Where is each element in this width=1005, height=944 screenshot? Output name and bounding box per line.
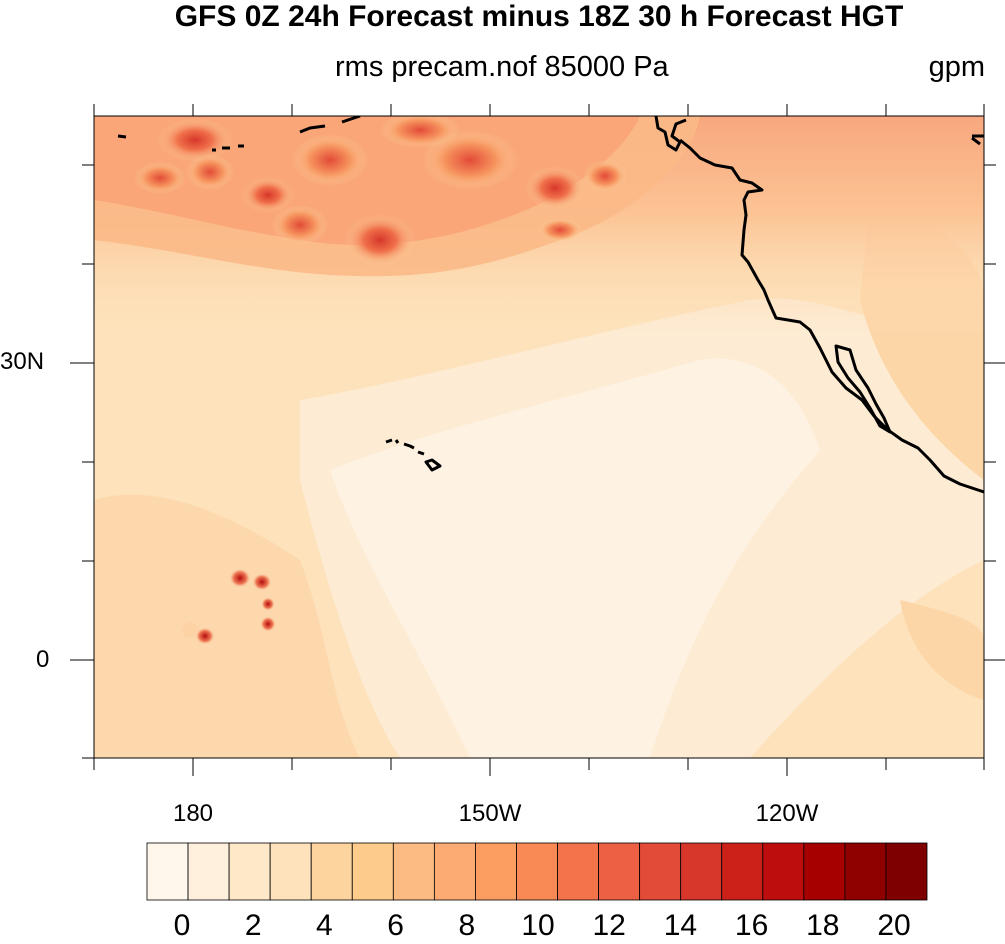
map-subtitle: rms precam.nof 85000 Pa [335, 51, 669, 83]
colorbar-swatch [146, 842, 189, 901]
colorbar-swatch [351, 842, 394, 901]
units-label: gpm [928, 51, 985, 83]
colorbar-tick-label: 14 [663, 909, 698, 942]
colorbar-tick-label: 20 [877, 909, 911, 942]
colorbar-swatch [187, 842, 230, 901]
contour-field [94, 116, 984, 758]
colorbar-swatch [433, 842, 476, 901]
colorbar-swatch [639, 842, 682, 901]
colorbar-swatch [516, 842, 558, 901]
axis-ticks [70, 104, 1005, 776]
colorbar-swatch [885, 842, 928, 901]
colorbar-tick-label: 6 [387, 909, 404, 942]
colorbar-tick-label: 16 [734, 909, 769, 942]
lon-label-150w: 150W [458, 800, 522, 827]
colorbar-swatch [762, 842, 805, 901]
colorbar-swatch [844, 842, 887, 901]
colorbar-tick-label: 8 [458, 909, 476, 942]
colorbar-swatch [310, 842, 353, 901]
map-title: GFS 0Z 24h Forecast minus 18Z 30 h Forec… [174, 0, 904, 33]
colorbar [146, 842, 928, 901]
lat-label-0: 0 [36, 646, 50, 673]
colorbar-swatch [392, 842, 435, 901]
plot-frame [93, 115, 985, 759]
colorbar-swatch [228, 842, 271, 901]
lon-label-180: 180 [172, 800, 214, 827]
colorbar-swatch [269, 842, 312, 901]
colorbar-tick-label: 4 [316, 909, 333, 942]
colorbar-tick-label: 12 [592, 909, 626, 942]
colorbar-swatch [475, 842, 517, 901]
colorbar-swatch [680, 842, 723, 901]
colorbar-swatch [721, 842, 764, 901]
colorbar-swatch [557, 842, 599, 901]
colorbar-swatch [598, 842, 641, 901]
colorbar-tick-label: 0 [173, 909, 191, 942]
colorbar-tick-label: 18 [806, 909, 840, 942]
lat-label-30n: 30N [0, 348, 45, 375]
colorbar-swatch [803, 842, 846, 901]
colorbar-tick-label: 10 [521, 909, 555, 942]
coastline [117, 116, 984, 494]
colorbar-tick-label: 2 [244, 909, 262, 942]
lon-label-120w: 120W [755, 800, 819, 827]
